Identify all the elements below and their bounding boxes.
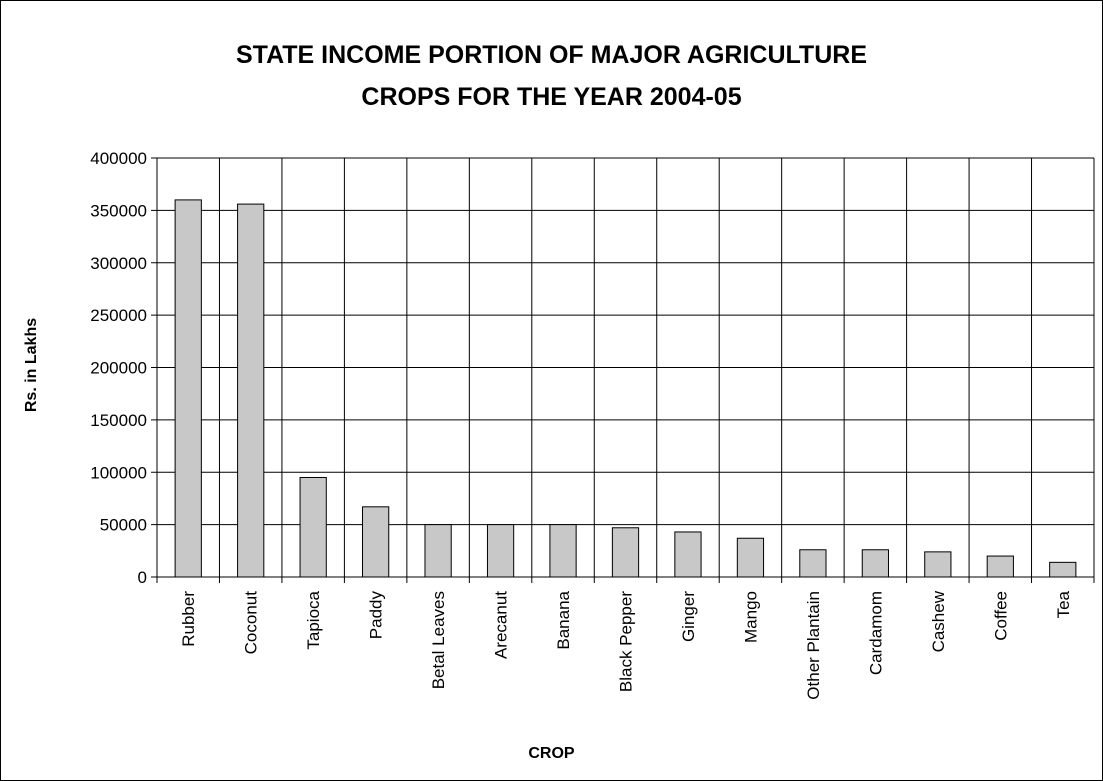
chart-title-line-1: STATE INCOME PORTION OF MAJOR AGRICULTUR…: [235, 41, 867, 69]
axes: [151, 157, 1095, 583]
y-tick-label-8: 400000: [90, 149, 147, 168]
bar-rubber: [174, 199, 202, 578]
chart-title-line-2: CROPS FOR THE YEAR 2004-05: [361, 83, 742, 111]
bar-coconut: [237, 203, 265, 578]
x-tick-label-banana: Banana: [554, 590, 573, 649]
x-tick-label-cashew: Cashew: [929, 590, 948, 652]
bar-betal-leaves: [424, 524, 452, 578]
bar-paddy: [362, 506, 390, 578]
x-axis-label: CROP: [528, 745, 575, 762]
y-tick-label-7: 350000: [90, 201, 147, 220]
x-tick-label-arecanut: Arecanut: [492, 591, 511, 659]
y-tick-label-2: 100000: [90, 463, 147, 482]
bar-cashew: [924, 551, 952, 578]
bar-other-plantain: [799, 549, 827, 578]
bar-tapioca: [299, 476, 327, 578]
chart-title: STATE INCOME PORTION OF MAJOR AGRICULTUR…: [0, 34, 1103, 118]
x-tick-label-coffee: Coffee: [991, 591, 1010, 641]
bar-banana: [549, 524, 577, 578]
y-tick-label-4: 200000: [90, 359, 147, 378]
y-tick-labels: 0 50000 100000 150000 200000 250000 300000 3500…: [90, 149, 147, 587]
x-tick-label-ginger: Ginger: [679, 591, 698, 642]
x-tick-label-black-pepper: Black Pepper: [617, 591, 636, 692]
bar-black-pepper: [611, 527, 640, 578]
x-tick-label-tea: Tea: [1054, 590, 1073, 618]
y-tick-label-3: 150000: [90, 411, 147, 430]
x-tick-labels: Rubber Coconut Tapioca Paddy Betal Leaves Are…: [179, 590, 1073, 699]
y-tick-label-0: 0: [138, 568, 147, 587]
x-tick-label-coconut: Coconut: [242, 591, 261, 655]
gridlines: [157, 157, 1095, 577]
bar-coffee: [986, 555, 1014, 578]
bar-mango: [736, 537, 765, 578]
x-tick-label-rubber: Rubber: [179, 591, 198, 647]
bars: [174, 199, 1077, 578]
x-tick-label-cardamom: Cardamom: [866, 591, 885, 675]
x-tick-label-other-plantain: Other Plantain: [804, 591, 823, 700]
bar-tea: [1049, 561, 1077, 578]
y-tick-label-6: 300000: [90, 254, 147, 273]
x-tick-label-betal-leaves: Betal Leaves: [429, 591, 448, 689]
x-tick-label-tapioca: Tapioca: [304, 590, 323, 649]
y-tick-label-1: 50000: [100, 516, 147, 535]
bar-arecanut: [486, 524, 515, 578]
bar-cardamom: [861, 549, 889, 578]
x-tick-label-paddy: Paddy: [367, 591, 386, 640]
bar-ginger: [674, 531, 702, 578]
y-tick-label-5: 250000: [90, 306, 147, 325]
x-tick-label-mango: Mango: [741, 591, 760, 643]
